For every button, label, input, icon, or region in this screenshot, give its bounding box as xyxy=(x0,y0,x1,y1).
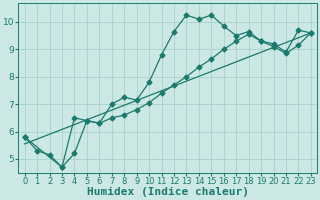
X-axis label: Humidex (Indice chaleur): Humidex (Indice chaleur) xyxy=(87,187,249,197)
